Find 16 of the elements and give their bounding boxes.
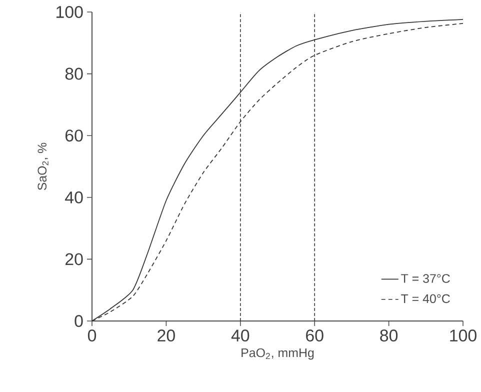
y-tick-label: 60 — [66, 130, 83, 142]
x-tick-label: 100 — [450, 330, 476, 342]
y-tick-label: 100 — [56, 6, 83, 18]
y-tick-label: 80 — [65, 68, 83, 80]
legend-label: T = 37°C — [401, 274, 450, 283]
y-tick-label: 0 — [74, 315, 83, 327]
x-tick-label: 0 — [88, 330, 96, 342]
x-tick-label: 80 — [380, 330, 398, 342]
x-axis-title: PaO$_{2}$, mmHg — [242, 348, 314, 360]
legend-label: T = 40°C — [401, 294, 450, 304]
x-tick-label: 20 — [158, 330, 175, 342]
x-tick-label: 60 — [306, 330, 324, 342]
y-tick-label: 40 — [65, 191, 83, 204]
y-tick-label: 20 — [66, 253, 83, 266]
y-axis-title: SaO$_{2}$, % — [38, 142, 48, 190]
x-tick-label: 40 — [231, 330, 250, 342]
